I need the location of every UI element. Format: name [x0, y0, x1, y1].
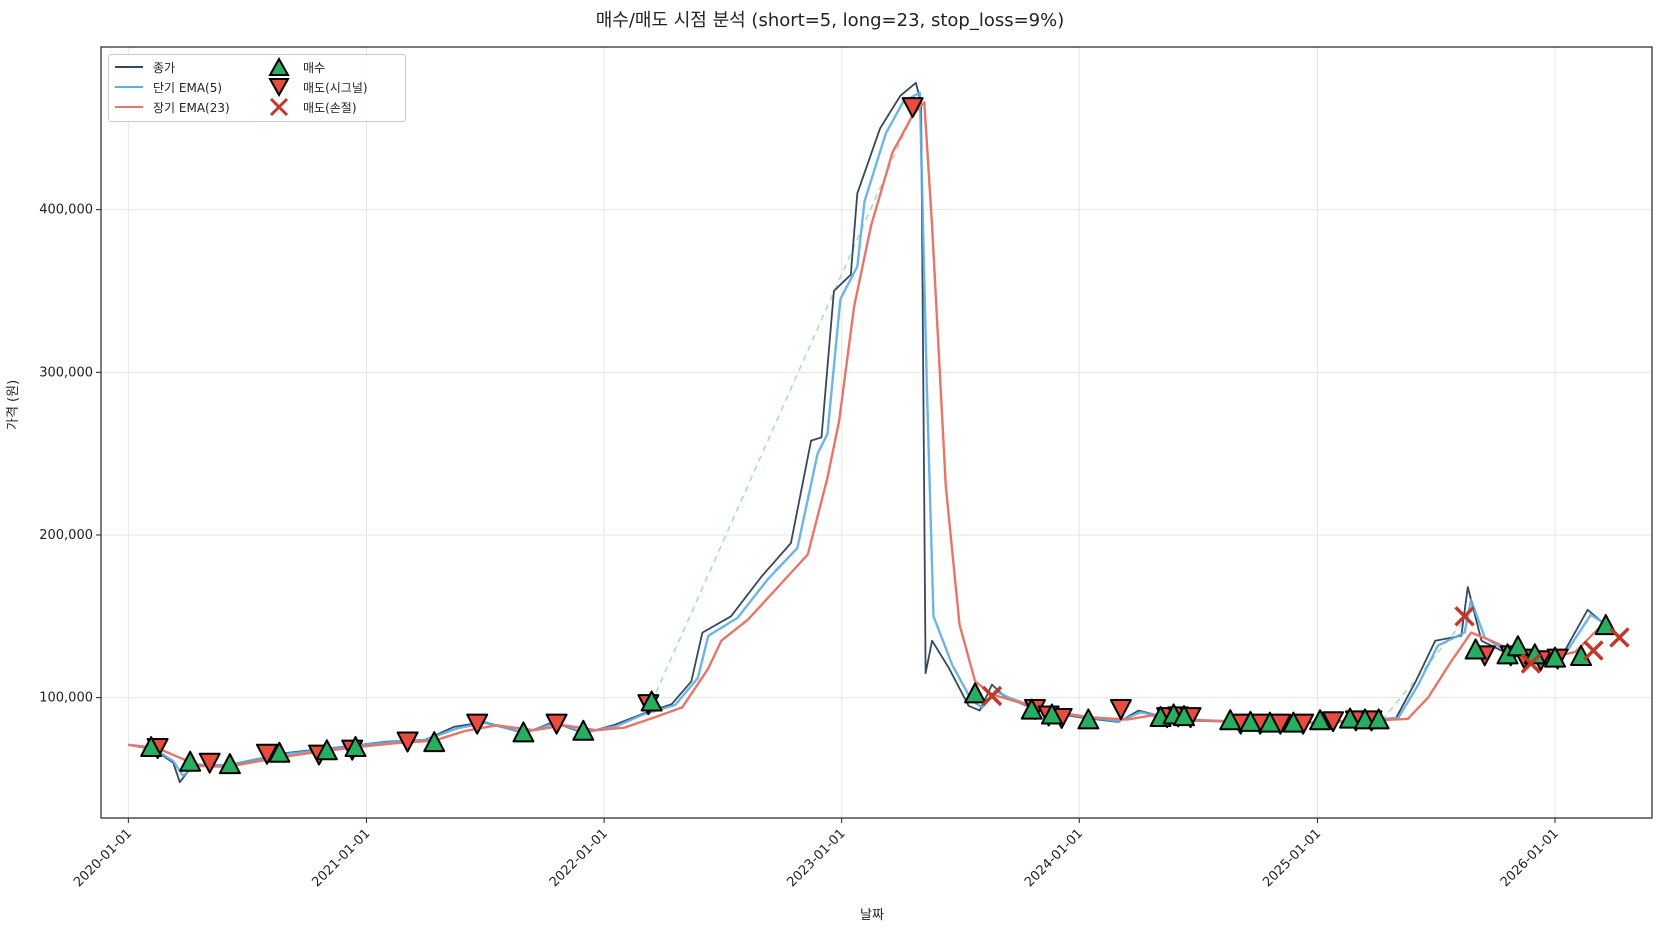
buy-marker [1523, 643, 1546, 665]
buy-marker [344, 736, 367, 758]
long-ema-line [128, 101, 1609, 768]
y-tick-label: 100,000 [39, 691, 93, 706]
y-tick-label: 300,000 [39, 365, 93, 380]
legend-label-sell-stop: 매도(손절) [303, 100, 357, 115]
buy-marker [1020, 698, 1043, 720]
buy-marker [1353, 708, 1376, 730]
y-tick-label: 200,000 [39, 528, 93, 543]
buy-marker [268, 741, 291, 763]
trend-dashed-line [1381, 615, 1469, 721]
sell-signal-marker [901, 97, 924, 119]
legend-item-ema-long: 장기 EMA(23) [111, 97, 230, 117]
buy-marker [1173, 705, 1196, 727]
buy-marker [1219, 709, 1242, 731]
sell-signal-marker [545, 713, 568, 735]
sell-signal-marker [255, 743, 278, 765]
x-tick-label: 2021-01-01 [309, 826, 373, 890]
buy-marker [964, 682, 987, 704]
buy-marker [512, 721, 535, 743]
buy-marker [315, 739, 338, 761]
legend-item-ema-short: 단기 EMA(5) [111, 77, 222, 97]
stop-loss-x-icon [269, 97, 289, 117]
x-tick-label: 2024-01-01 [1022, 826, 1086, 890]
buy-marker [1040, 703, 1063, 725]
buy-marker [1309, 709, 1332, 731]
buy-marker [1239, 710, 1262, 732]
sell-signal-marker [1322, 711, 1345, 733]
buy-marker [423, 731, 446, 753]
x-axis-title: 날짜 [860, 908, 884, 923]
stop-loss-marker [1609, 627, 1630, 648]
plot-frame [100, 46, 1653, 819]
buy-triangle-icon [268, 56, 290, 76]
buy-marker [1282, 711, 1305, 733]
stop-loss-marker [981, 685, 1003, 707]
buy-marker [640, 690, 663, 712]
y-tick-label: 400,000 [39, 203, 93, 218]
short-ema-line [128, 91, 1610, 777]
legend-label-ema-long: 장기 EMA(23) [153, 100, 230, 115]
buy-marker [1258, 711, 1281, 733]
legend-item-close: 종가 [111, 57, 175, 77]
buy-marker [179, 750, 202, 772]
x-tick-label: 2020-01-01 [71, 826, 135, 890]
legend-item-sell-signal: 매도(시그널) [261, 77, 368, 98]
buy-marker [1077, 708, 1100, 730]
legend-label-close: 종가 [153, 60, 176, 75]
x-tick-label: 2026-01-01 [1498, 826, 1562, 890]
sell-signal-marker [1109, 699, 1132, 721]
buy-marker [1339, 707, 1362, 729]
sell-signal-marker [396, 731, 419, 753]
buy-marker [218, 753, 241, 775]
trend-dashed-line [650, 106, 917, 703]
legend-label-sell-signal: 매도(시그널) [303, 80, 368, 95]
legend: 종가 단기 EMA(5) 장기 EMA(23) 매수 매도(시그널) 매도 [108, 54, 406, 122]
x-tick-label: 2023-01-01 [784, 826, 848, 890]
chart-title: 매수/매도 시점 분석 (short=5, long=23, stop_loss… [595, 10, 1065, 31]
legend-item-buy: 매수 [261, 56, 326, 77]
buy-marker [1464, 638, 1487, 660]
buy-marker [1506, 635, 1529, 657]
x-tick-label: 2025-01-01 [1260, 826, 1324, 890]
buy-marker [572, 719, 595, 741]
sell-signal-marker [198, 752, 221, 774]
stop-loss-marker [1583, 640, 1604, 661]
buy-marker [1367, 708, 1390, 730]
buy-marker [1544, 646, 1567, 668]
x-tick-label: 2022-01-01 [547, 826, 611, 890]
legend-label-ema-short: 단기 EMA(5) [153, 80, 223, 95]
legend-label-buy: 매수 [303, 60, 326, 75]
buy-marker [140, 736, 163, 758]
stop-loss-marker [1454, 606, 1475, 627]
stop-loss-marker [1520, 653, 1542, 674]
sell-triangle-icon [268, 78, 290, 98]
legend-item-sell-stop: 매도(손절) [261, 97, 357, 117]
sell-signal-marker [466, 713, 489, 735]
